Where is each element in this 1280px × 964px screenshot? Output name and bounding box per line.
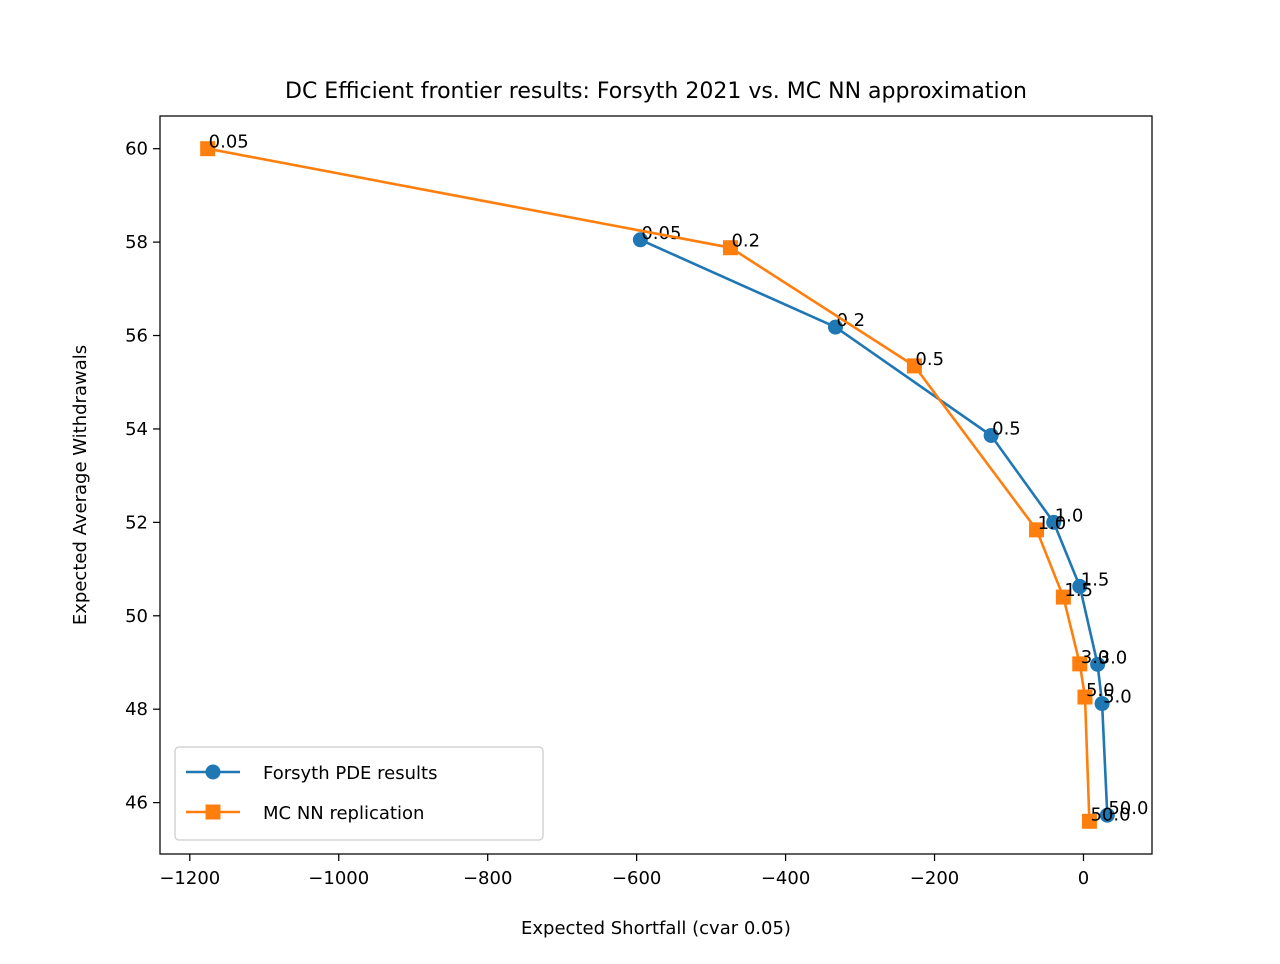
data-label: 3.0 bbox=[1081, 647, 1110, 668]
data-point bbox=[906, 358, 922, 374]
x-tick-label: −1200 bbox=[159, 868, 220, 889]
data-label: 0.5 bbox=[992, 418, 1021, 439]
legend-label: MC NN replication bbox=[263, 803, 424, 824]
data-point bbox=[983, 427, 999, 443]
data-point bbox=[1072, 578, 1088, 594]
data-label: 50.0 bbox=[1108, 798, 1148, 819]
data-label: 3.0 bbox=[1099, 647, 1128, 668]
data-label: 0.2 bbox=[731, 231, 760, 252]
data-point bbox=[1094, 696, 1110, 712]
data-label: 0.05 bbox=[641, 223, 681, 244]
data-label: 5.0 bbox=[1103, 687, 1132, 708]
data-label: 1.0 bbox=[1038, 513, 1067, 534]
data-point bbox=[1077, 689, 1093, 705]
data-label: 5.0 bbox=[1086, 680, 1115, 701]
data-point bbox=[200, 141, 216, 157]
axes-frame bbox=[159, 115, 1153, 855]
data-label: 0.05 bbox=[209, 132, 249, 153]
data-point bbox=[1099, 807, 1115, 823]
legend-box bbox=[174, 746, 544, 841]
data-point bbox=[632, 232, 648, 248]
legend: Forsyth PDE results MC NN replication bbox=[174, 746, 544, 841]
data-label: 0.2 bbox=[836, 310, 865, 331]
x-tick-label: −400 bbox=[761, 868, 810, 889]
y-axis-label: Expected Average Withdrawals bbox=[70, 345, 91, 625]
y-tick-label: 60 bbox=[125, 139, 148, 160]
data-point bbox=[722, 240, 738, 256]
data-label: 0.5 bbox=[915, 349, 944, 370]
data-point bbox=[1081, 813, 1097, 829]
y-tick-label: 56 bbox=[125, 326, 148, 347]
data-point bbox=[1072, 656, 1088, 672]
y-tick-label: 54 bbox=[125, 419, 148, 440]
data-point bbox=[1055, 589, 1071, 605]
x-axis-label: Expected Shortfall (cvar 0.05) bbox=[521, 918, 791, 939]
plot-area: 0.05 0.2 0.5 1.0 1.5 3.0 5.0 50.0 0.05 0.2 0.5 1.0 1… bbox=[200, 132, 1148, 829]
chart-title: DC Efficient frontier results: Forsyth 2… bbox=[285, 79, 1027, 104]
y-tick-label: 50 bbox=[125, 606, 148, 627]
y-tick-label: 52 bbox=[125, 512, 148, 533]
axis-ticks: −1200 −1000 −800 −600 −400 −200 0 46 48 50 52 54 56 5… bbox=[125, 139, 1089, 889]
legend-label: Forsyth PDE results bbox=[263, 763, 437, 784]
data-point bbox=[1029, 522, 1045, 538]
data-point bbox=[1090, 656, 1106, 672]
y-tick-label: 58 bbox=[125, 232, 148, 253]
x-tick-label: −600 bbox=[612, 868, 661, 889]
y-tick-label: 48 bbox=[125, 699, 148, 720]
legend-swatch-marker bbox=[205, 764, 221, 780]
x-tick-label: 0 bbox=[1078, 868, 1089, 889]
data-label: 1.5 bbox=[1081, 569, 1110, 590]
data-label: 1.0 bbox=[1055, 505, 1084, 526]
x-tick-label: −800 bbox=[463, 868, 512, 889]
data-label: 1.5 bbox=[1064, 580, 1093, 601]
y-tick-label: 46 bbox=[125, 793, 148, 814]
data-point bbox=[827, 319, 843, 335]
x-tick-label: −1000 bbox=[308, 868, 369, 889]
data-point bbox=[1046, 514, 1062, 530]
data-label: 50.0 bbox=[1090, 804, 1130, 825]
x-tick-label: −200 bbox=[910, 868, 959, 889]
legend-swatch-marker bbox=[205, 804, 221, 820]
